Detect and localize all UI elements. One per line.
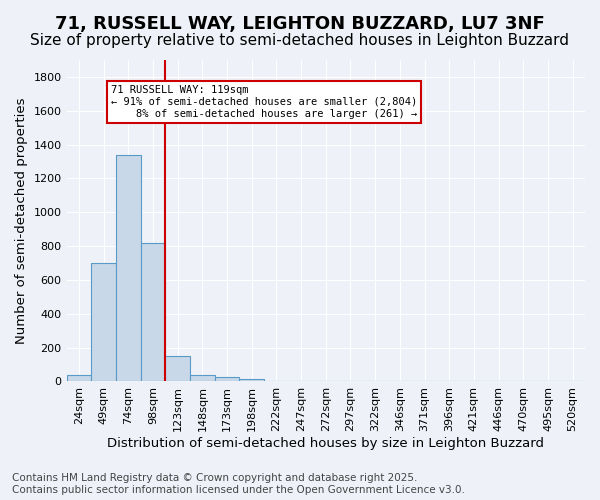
Bar: [190, 375, 215, 382]
X-axis label: Distribution of semi-detached houses by size in Leighton Buzzard: Distribution of semi-detached houses by …: [107, 437, 544, 450]
Text: Contains HM Land Registry data © Crown copyright and database right 2025.
Contai: Contains HM Land Registry data © Crown c…: [12, 474, 465, 495]
Bar: [116, 154, 140, 382]
Text: 71, RUSSELL WAY, LEIGHTON BUZZARD, LU7 3NF: 71, RUSSELL WAY, LEIGHTON BUZZARD, LU7 3…: [55, 15, 545, 33]
Text: Size of property relative to semi-detached houses in Leighton Buzzard: Size of property relative to semi-detach…: [31, 32, 569, 48]
Bar: [91, 263, 116, 382]
Bar: [165, 356, 190, 382]
Bar: [67, 374, 91, 382]
Bar: [239, 379, 264, 382]
Bar: [140, 242, 165, 382]
Text: 71 RUSSELL WAY: 119sqm
← 91% of semi-detached houses are smaller (2,804)
    8% : 71 RUSSELL WAY: 119sqm ← 91% of semi-det…: [111, 86, 417, 118]
Y-axis label: Number of semi-detached properties: Number of semi-detached properties: [15, 98, 28, 344]
Bar: [215, 377, 239, 382]
